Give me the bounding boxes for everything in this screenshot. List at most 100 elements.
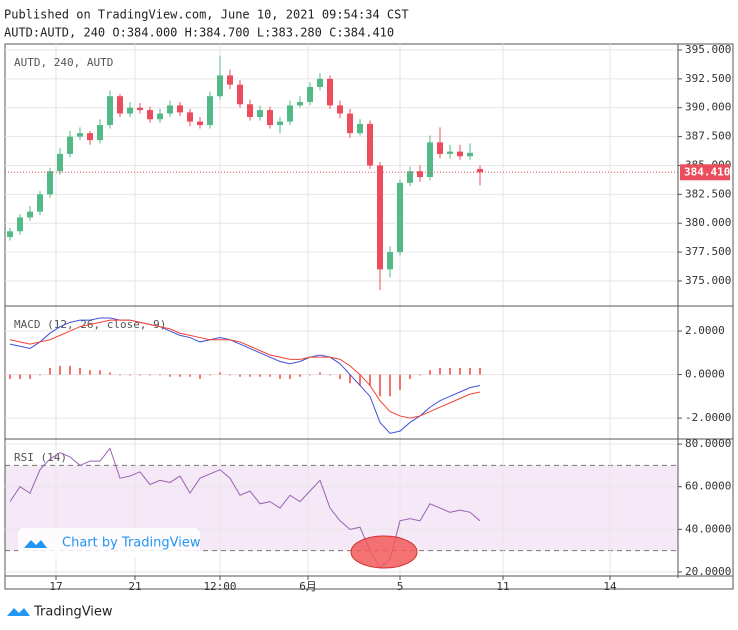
quote: AUTD:AUTD, 240 O:384.000 H:384.700 L:383… — [4, 26, 394, 40]
candle-body — [27, 211, 33, 218]
histogram-bar — [309, 374, 311, 376]
histogram-bar — [109, 372, 111, 375]
candle-body — [37, 194, 43, 212]
histogram-bar — [249, 374, 251, 377]
x-tick-label: 5 — [397, 580, 404, 593]
candle-body — [407, 171, 413, 183]
y-tick-label: 382.500 — [685, 187, 731, 200]
x-tick-label: 14 — [603, 580, 617, 593]
histogram-bar — [129, 374, 131, 376]
candle-body — [127, 107, 133, 114]
histogram-bar — [119, 374, 121, 376]
histogram-bar — [399, 374, 401, 390]
histogram-bar — [449, 368, 451, 375]
histogram-bar — [189, 374, 191, 377]
candle-body — [87, 133, 93, 141]
candle-body — [327, 78, 333, 106]
histogram-bar — [49, 368, 51, 375]
histogram-bar — [289, 374, 291, 379]
x-tick-label: 21 — [128, 580, 141, 593]
candle-body — [67, 136, 73, 154]
candle-body — [287, 105, 293, 122]
candle-body — [177, 105, 183, 113]
candle-body — [77, 133, 83, 137]
histogram-bar — [169, 374, 171, 377]
candle-body — [167, 105, 173, 114]
series-line — [9, 317, 481, 434]
histogram-bar — [269, 374, 271, 377]
histogram-bar — [19, 374, 21, 379]
y-tick-label: -2.0000 — [685, 411, 731, 424]
candle-body — [467, 152, 473, 157]
y-tick-label: 390.000 — [685, 101, 731, 114]
histogram-bar — [459, 368, 461, 375]
y-tick-label: 0.0000 — [685, 368, 725, 381]
histogram-bar — [409, 374, 411, 379]
last-price-box — [680, 164, 730, 181]
candle-body — [117, 96, 123, 114]
histogram-bar — [369, 374, 371, 386]
histogram-bar — [179, 374, 181, 377]
candle-body — [97, 125, 103, 141]
candle-body — [297, 101, 303, 106]
candle-body — [7, 231, 13, 238]
x-tick-label: 11 — [496, 580, 509, 593]
pane-title: AUTD, 240, AUTD — [14, 56, 113, 69]
histogram-bar — [209, 374, 211, 376]
candle-body — [197, 121, 203, 126]
candle-body — [237, 84, 243, 105]
candle-body — [437, 142, 443, 154]
y-tick-label: 395.000 — [685, 43, 731, 56]
histogram-bar — [379, 374, 381, 397]
histogram-bar — [59, 365, 61, 375]
histogram-bar — [299, 374, 301, 377]
histogram-bar — [429, 370, 431, 375]
y-tick-label: 80.0000 — [685, 437, 731, 450]
y-tick-label: 40.0000 — [685, 522, 731, 535]
x-tick-label: 6月 — [299, 580, 317, 593]
series-line — [9, 319, 481, 419]
histogram-bar — [349, 374, 351, 384]
candle-body — [367, 123, 373, 166]
frame — [4, 43, 734, 590]
histogram-bar — [479, 368, 481, 375]
watermark-logo — [24, 540, 47, 548]
histogram-bar — [139, 374, 141, 376]
y-tick-label: 380.000 — [685, 216, 731, 229]
candle-body — [187, 112, 193, 122]
candle-body — [387, 252, 393, 270]
watermark-text: Chart by TradingView — [62, 536, 201, 551]
candle-body — [397, 182, 403, 253]
x-tick-label: 12:00 — [203, 580, 236, 593]
candle-body — [47, 171, 53, 195]
footer-logo — [7, 608, 30, 616]
histogram-bar — [29, 374, 31, 379]
histogram-bar — [199, 374, 201, 379]
candle-body — [247, 104, 253, 117]
histogram-bar — [159, 374, 161, 376]
footer-text: TradingView — [33, 605, 113, 620]
histogram-bar — [149, 374, 151, 376]
y-tick-label: 387.500 — [685, 130, 731, 143]
candle-body — [457, 151, 463, 157]
candle-body — [137, 107, 143, 111]
candle-body — [347, 113, 353, 134]
histogram-bar — [319, 372, 321, 375]
candle-body — [207, 96, 213, 126]
histogram-bar — [389, 374, 391, 397]
histogram-bar — [439, 368, 441, 375]
histogram-bar — [39, 374, 41, 376]
candle-body — [357, 123, 363, 134]
published: Published on TradingView.com, June 10, 2… — [4, 8, 409, 22]
candle-body — [477, 168, 483, 173]
histogram-bar — [469, 368, 471, 375]
histogram-bar — [359, 374, 361, 386]
candle-body — [107, 96, 113, 126]
candle-body — [157, 113, 163, 120]
histogram-bar — [219, 372, 221, 375]
last-price-label: 384.410 — [684, 165, 730, 178]
y-tick-label: 392.500 — [685, 72, 731, 85]
histogram-bar — [239, 374, 241, 377]
y-tick-label: 377.500 — [685, 245, 731, 258]
